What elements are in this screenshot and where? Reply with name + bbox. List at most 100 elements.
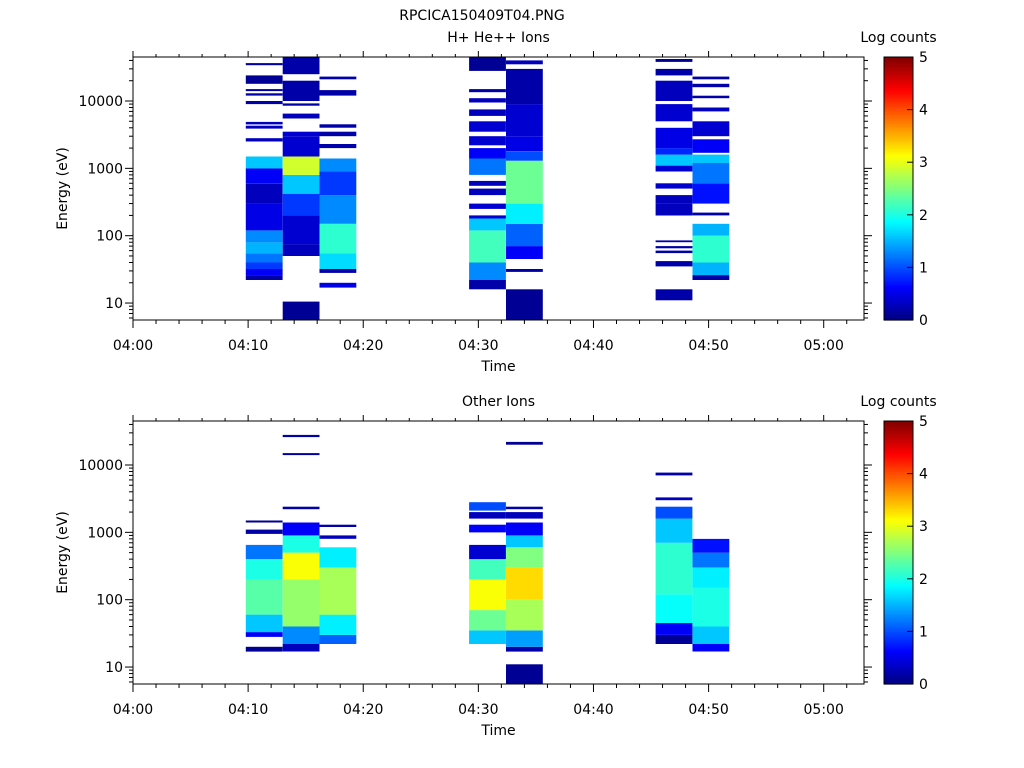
- colorbar-segment: [884, 105, 913, 109]
- colorbar-segment: [884, 563, 913, 567]
- energy-band-cell: [692, 552, 730, 568]
- colorbar-segment: [884, 216, 913, 220]
- colorbar-segment: [884, 425, 913, 429]
- panel-title: H+ He++ Ions: [447, 30, 550, 46]
- energy-band-cell: [282, 131, 320, 137]
- colorbar-segment: [884, 181, 913, 185]
- colorbar-segment: [884, 92, 913, 95]
- energy-band-cell: [692, 107, 730, 112]
- colorbar-segment: [884, 570, 913, 573]
- energy-band-cell: [469, 218, 506, 231]
- colorbar-segment: [884, 451, 913, 455]
- energy-band-cell: [245, 275, 283, 280]
- colorbar-segment: [884, 534, 913, 538]
- energy-band-cell: [245, 579, 283, 615]
- colorbar-segment: [884, 280, 913, 284]
- colorbar-segment: [884, 94, 913, 98]
- colorbar-segment: [884, 491, 913, 494]
- energy-band-cell: [692, 183, 730, 204]
- energy-band-cell: [319, 171, 357, 196]
- colorbar-segment: [884, 469, 913, 473]
- colorbar-segment: [884, 477, 913, 481]
- colorbar-segment: [884, 225, 913, 229]
- energy-band-cell: [655, 289, 693, 301]
- figure-title: RPCICA150409T04.PNG: [399, 8, 564, 24]
- colorbar-segment: [884, 561, 913, 565]
- colorbar-segment: [884, 184, 913, 187]
- x-tick-label: 04:00: [113, 338, 153, 354]
- energy-band-cell: [655, 80, 693, 101]
- colorbar-segment: [884, 170, 913, 174]
- colorbar-segment: [884, 212, 913, 216]
- colorbar-segment: [884, 620, 913, 624]
- colorbar-segment: [884, 618, 913, 622]
- colorbar-segment: [884, 98, 913, 102]
- time-column: [282, 57, 320, 320]
- energy-band-cell: [245, 121, 283, 125]
- colorbar-segment: [884, 515, 913, 519]
- energy-band-cell: [245, 203, 283, 231]
- colorbar-segment: [884, 609, 913, 613]
- colorbar-segment: [884, 241, 913, 244]
- colorbar-segment: [884, 646, 913, 650]
- colorbar-segment: [884, 168, 913, 172]
- energy-band-cell: [506, 512, 543, 519]
- colorbar-segment: [884, 572, 913, 576]
- colorbar-segment: [884, 238, 913, 242]
- colorbar-segment: [884, 160, 913, 163]
- energy-band-cell: [282, 57, 320, 75]
- colorbar-segment: [884, 309, 913, 312]
- colorbar-segment: [884, 208, 913, 212]
- panel-title: Other Ions: [462, 394, 535, 410]
- colorbar-segment: [884, 513, 913, 516]
- colorbar-segment: [884, 175, 913, 179]
- colorbar-segment: [884, 429, 913, 433]
- energy-band-cell: [245, 544, 283, 560]
- colorbar-segment: [884, 552, 913, 556]
- colorbar-segment: [884, 63, 913, 67]
- time-column: [692, 76, 730, 280]
- energy-band-cell: [469, 89, 506, 93]
- colorbar-segment: [884, 526, 913, 529]
- colorbar-tick-label: 3: [919, 155, 928, 171]
- colorbar-segment: [884, 258, 913, 262]
- colorbar-segment: [884, 291, 913, 295]
- energy-band-cell: [655, 261, 693, 267]
- energy-band-cell: [655, 127, 693, 149]
- energy-band-cell: [245, 242, 283, 254]
- x-tick-label: 04:50: [688, 702, 728, 718]
- colorbar-segment: [884, 304, 913, 308]
- colorbar-segment: [884, 131, 913, 135]
- colorbar-segment: [884, 456, 913, 459]
- colorbar-segment: [884, 113, 913, 117]
- energy-band-cell: [655, 195, 693, 204]
- colorbar-segment: [884, 434, 913, 437]
- colorbar-segment: [884, 545, 913, 549]
- colorbar-segment: [884, 245, 913, 249]
- energy-band-cell: [245, 93, 283, 96]
- energy-band-cell: [282, 434, 320, 438]
- y-tick-label: 10: [105, 296, 123, 312]
- colorbar-segment: [884, 556, 913, 560]
- colorbar-segment: [884, 480, 913, 483]
- colorbar-segment: [884, 100, 913, 104]
- energy-band-cell: [319, 195, 357, 224]
- colorbar-segment: [884, 214, 913, 218]
- colorbar-segment: [884, 254, 913, 258]
- energy-band-cell: [319, 535, 357, 539]
- colorbar-segment: [884, 431, 913, 435]
- colorbar-segment: [884, 85, 913, 89]
- colorbar-segment: [884, 219, 913, 222]
- colorbar-segment: [884, 116, 913, 119]
- energy-band-cell: [282, 506, 320, 510]
- energy-band-cell: [469, 188, 506, 196]
- colorbar-segment: [884, 436, 913, 440]
- energy-band-cell: [506, 630, 543, 647]
- energy-band-cell: [506, 289, 543, 320]
- colorbar-tick-label: 2: [919, 572, 928, 588]
- energy-band-cell: [506, 60, 543, 65]
- energy-band-cell: [692, 139, 730, 153]
- energy-band-cell: [469, 136, 506, 146]
- colorbar-segment: [884, 201, 913, 205]
- energy-band-cell: [655, 518, 693, 543]
